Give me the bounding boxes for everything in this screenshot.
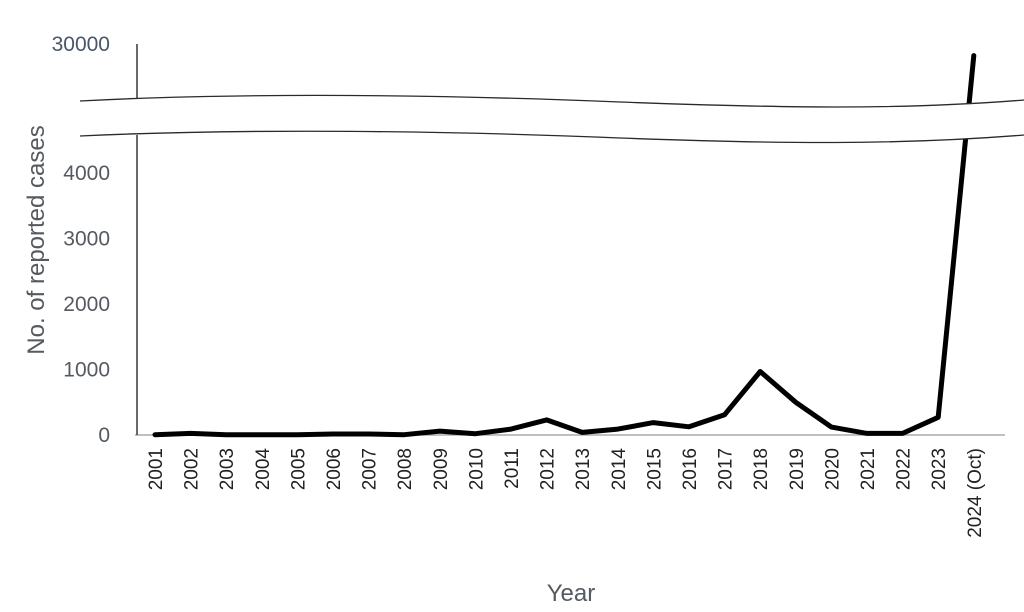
y-tick-label: 4000 — [63, 162, 110, 185]
y-axis-ticks: 0 1000 2000 3000 4000 30000 — [52, 33, 110, 447]
y-tick-label: 1000 — [63, 359, 110, 382]
x-tick-label: 2007 — [360, 448, 381, 490]
x-tick-label: 2014 — [609, 448, 630, 491]
y-tick-label: 2000 — [63, 293, 110, 316]
x-tick-label: 2002 — [182, 448, 203, 490]
x-tick-label: 2023 — [929, 448, 950, 490]
x-tick-label: 2005 — [288, 448, 309, 490]
x-tick-label: 2020 — [822, 448, 843, 490]
x-axis-ticks: 2001 2002 2003 2004 2005 2006 2007 2008 2009 2010… — [146, 448, 986, 538]
x-tick-label: 2009 — [431, 448, 452, 490]
x-tick-label: 2004 — [253, 448, 274, 491]
x-tick-label: 2022 — [894, 448, 915, 490]
axis-break — [60, 94, 1024, 144]
x-tick-label: 2018 — [751, 448, 772, 490]
x-tick-label: 2021 — [858, 448, 879, 490]
x-tick-label: 2003 — [217, 448, 238, 490]
axis-break-curve-bottom — [79, 130, 1024, 144]
series-line — [152, 53, 977, 438]
y-tick-label: 3000 — [63, 228, 110, 251]
y-tick-label-upper: 30000 — [52, 33, 110, 56]
y-axis-title: No. of reported cases — [23, 125, 50, 354]
x-tick-label: 2024 (Oct) — [965, 448, 986, 538]
x-tick-label: 2016 — [680, 448, 701, 490]
x-tick-label: 2017 — [716, 448, 737, 490]
x-tick-label: 2011 — [502, 448, 523, 489]
x-axis-title: Year — [547, 580, 596, 607]
axis-break-curve-top — [79, 94, 1024, 108]
x-tick-label: 2001 — [146, 448, 167, 490]
x-tick-label: 2019 — [787, 448, 808, 490]
x-tick-label: 2008 — [395, 448, 416, 490]
x-tick-label: 2006 — [324, 448, 345, 490]
y-tick-label: 0 — [98, 424, 110, 447]
x-tick-label: 2015 — [644, 448, 665, 490]
x-tick-label: 2010 — [466, 448, 487, 490]
x-tick-label: 2013 — [573, 448, 594, 490]
x-tick-label: 2012 — [538, 448, 559, 490]
